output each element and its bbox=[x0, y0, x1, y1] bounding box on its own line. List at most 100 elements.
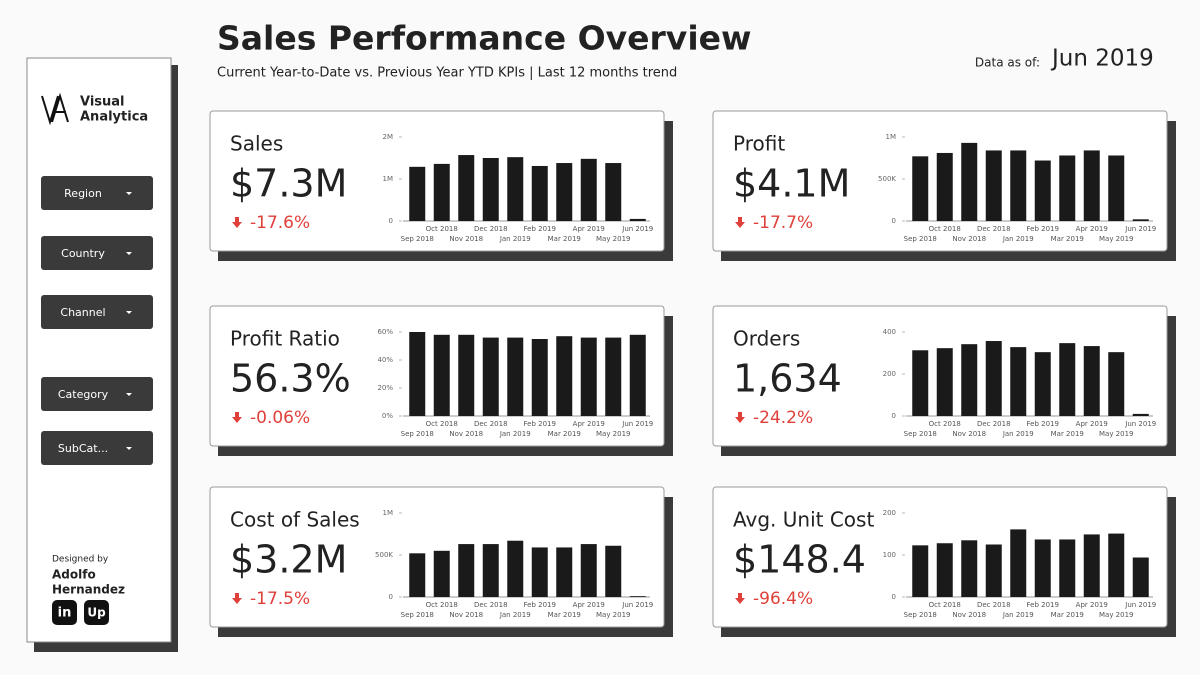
dropdown-caret bbox=[126, 192, 132, 195]
kpi-value: $7.3M bbox=[230, 162, 347, 206]
logo-mark bbox=[41, 92, 69, 126]
y-tick-label: 400 bbox=[883, 328, 896, 336]
bar bbox=[961, 142, 978, 221]
bar bbox=[605, 545, 622, 597]
bar bbox=[605, 337, 622, 416]
down-arrow bbox=[735, 593, 745, 604]
x-tick-label: Jun 2019 bbox=[621, 601, 653, 609]
data-as-of: Jun 2019 bbox=[1050, 46, 1154, 72]
x-tick-label: Oct 2018 bbox=[426, 225, 458, 233]
down-arrow bbox=[232, 217, 242, 228]
filter-dropdown[interactable] bbox=[41, 377, 153, 411]
x-tick-label: May 2019 bbox=[1099, 611, 1134, 619]
x-tick-label: Oct 2018 bbox=[426, 420, 458, 428]
bar bbox=[1010, 529, 1027, 597]
y-tick-label: 200 bbox=[883, 370, 896, 378]
x-tick-label: May 2019 bbox=[1099, 235, 1134, 243]
bar bbox=[458, 334, 475, 416]
down-arrow bbox=[232, 593, 242, 604]
x-tick-label: Apr 2019 bbox=[1076, 601, 1108, 609]
x-tick-label: Sep 2018 bbox=[904, 611, 937, 619]
author: Adolfo bbox=[52, 568, 96, 582]
x-tick-label: Jan 2019 bbox=[499, 611, 531, 619]
x-tick-label: Feb 2019 bbox=[1027, 420, 1059, 428]
bar bbox=[912, 350, 929, 416]
filter-label: Region bbox=[64, 187, 102, 200]
x-tick-label: May 2019 bbox=[596, 235, 631, 243]
y-tick-label: 60% bbox=[377, 328, 393, 336]
bar bbox=[409, 166, 426, 221]
x-tick-label: Jan 2019 bbox=[1002, 430, 1034, 438]
x-tick-label: May 2019 bbox=[596, 430, 631, 438]
x-tick-label: Nov 2018 bbox=[952, 611, 986, 619]
bar bbox=[1059, 539, 1076, 597]
x-tick-label: Oct 2018 bbox=[929, 420, 961, 428]
x-tick-label: Dec 2018 bbox=[474, 225, 508, 233]
linkedin-icon[interactable] bbox=[52, 600, 77, 625]
dropdown-caret bbox=[126, 393, 132, 396]
bar bbox=[961, 344, 978, 416]
bar bbox=[1034, 160, 1051, 221]
dropdown-caret bbox=[126, 311, 132, 314]
filter-label: SubCat... bbox=[58, 442, 108, 455]
y-tick-label: 0 bbox=[389, 593, 393, 601]
bar bbox=[531, 339, 548, 416]
y-tick-label: 100 bbox=[883, 551, 896, 559]
bar bbox=[1010, 150, 1027, 221]
y-tick-label: 500K bbox=[878, 175, 896, 183]
filter-dropdown[interactable] bbox=[41, 236, 153, 270]
linkedin-icon-text: in bbox=[58, 606, 72, 621]
bar bbox=[433, 550, 450, 597]
x-tick-label: Oct 2018 bbox=[929, 601, 961, 609]
filter-dropdown[interactable] bbox=[41, 295, 153, 329]
bar bbox=[1034, 539, 1051, 597]
kpi-label: Profit Ratio bbox=[230, 327, 340, 351]
kpi-label: Avg. Unit Cost bbox=[733, 508, 874, 532]
bar bbox=[629, 334, 646, 416]
kpi-change: -96.4% bbox=[753, 589, 813, 609]
kpi-change: -0.06% bbox=[250, 408, 310, 428]
bar bbox=[1059, 343, 1076, 416]
x-tick-label: Mar 2019 bbox=[548, 430, 581, 438]
bar bbox=[458, 155, 475, 221]
bar bbox=[1059, 155, 1076, 221]
bar bbox=[1083, 346, 1100, 416]
y-tick-label: 1M bbox=[383, 175, 394, 183]
bar bbox=[433, 163, 450, 221]
kpi-value: $3.2M bbox=[230, 538, 347, 582]
y-tick-label: 0 bbox=[389, 217, 393, 225]
bar bbox=[1108, 352, 1125, 416]
x-tick-label: Oct 2018 bbox=[929, 225, 961, 233]
bar bbox=[1132, 219, 1149, 221]
filter-dropdown[interactable] bbox=[41, 176, 153, 210]
bar bbox=[936, 152, 953, 221]
bar bbox=[629, 596, 646, 597]
x-tick-label: Nov 2018 bbox=[952, 430, 986, 438]
bar bbox=[1132, 413, 1149, 416]
down-arrow bbox=[735, 217, 745, 228]
bar bbox=[912, 545, 929, 597]
x-tick-label: Sep 2018 bbox=[401, 430, 434, 438]
credit-label: Designed by bbox=[52, 555, 109, 565]
bar bbox=[482, 158, 499, 221]
bar bbox=[1034, 352, 1051, 416]
y-tick-label: 0% bbox=[382, 412, 393, 420]
x-tick-label: Jun 2019 bbox=[1124, 601, 1156, 609]
bar bbox=[1108, 533, 1125, 597]
bar bbox=[482, 337, 499, 416]
author: Hernandez bbox=[52, 583, 125, 597]
x-tick-label: Feb 2019 bbox=[524, 601, 556, 609]
x-tick-label: Nov 2018 bbox=[449, 430, 483, 438]
x-tick-label: Jun 2019 bbox=[621, 225, 653, 233]
bar bbox=[985, 150, 1002, 221]
x-tick-label: Feb 2019 bbox=[524, 225, 556, 233]
x-tick-label: Jan 2019 bbox=[499, 430, 531, 438]
bar bbox=[458, 544, 475, 597]
bar bbox=[1010, 347, 1027, 416]
upwork-icon[interactable] bbox=[84, 600, 109, 625]
kpi-label: Cost of Sales bbox=[230, 508, 360, 532]
filter-dropdown[interactable] bbox=[41, 431, 153, 465]
kpi-label: Sales bbox=[230, 132, 283, 156]
x-tick-label: Dec 2018 bbox=[977, 601, 1011, 609]
bar bbox=[985, 544, 1002, 597]
